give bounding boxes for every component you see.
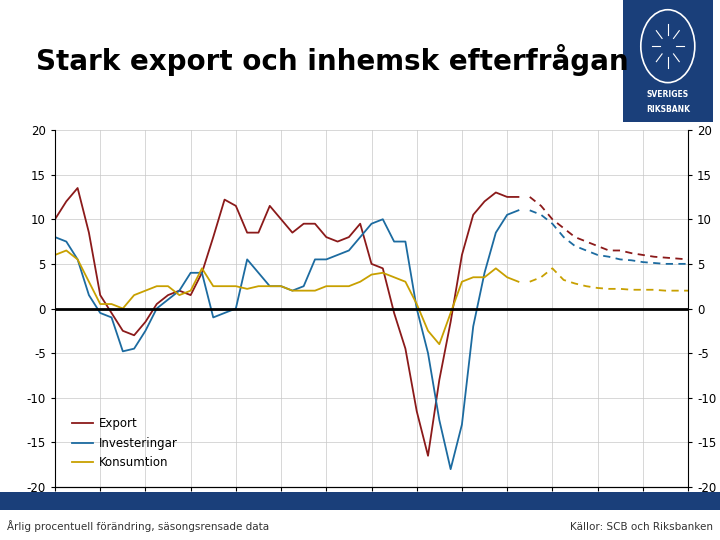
Text: RIKSBANK: RIKSBANK — [646, 105, 690, 114]
Text: Källor: SCB och Riksbanken: Källor: SCB och Riksbanken — [570, 522, 713, 531]
Text: Årlig procentuell förändring, säsongsrensade data: Årlig procentuell förändring, säsongsren… — [7, 521, 269, 532]
Text: Stark export och inhemsk efterfrågan: Stark export och inhemsk efterfrågan — [36, 44, 629, 76]
Text: SVERIGES: SVERIGES — [647, 90, 689, 99]
Legend: Export, Investeringar, Konsumtion: Export, Investeringar, Konsumtion — [67, 413, 183, 474]
